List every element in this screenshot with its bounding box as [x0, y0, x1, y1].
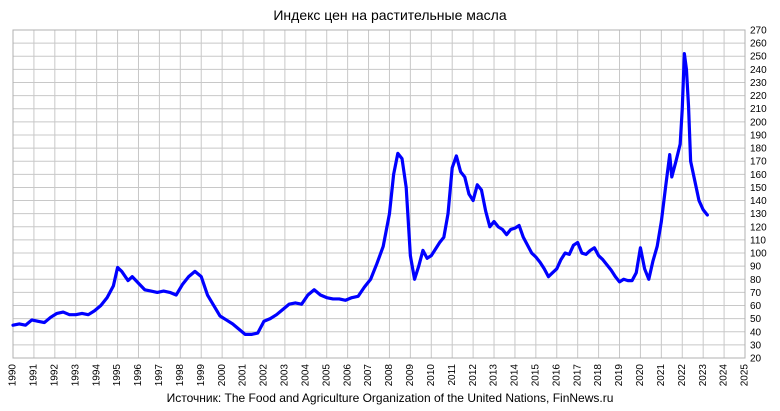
x-tick-label: 2024: [719, 364, 730, 387]
x-tick-label: 2010: [426, 364, 437, 387]
y-tick-label: 30: [750, 340, 762, 351]
x-tick-label: 2023: [698, 364, 709, 387]
y-tick-label: 230: [750, 78, 767, 89]
x-tick-label: 1998: [175, 364, 186, 387]
y-tick-label: 260: [750, 39, 767, 50]
y-tick-label: 110: [750, 235, 766, 246]
x-tick-label: 2012: [468, 364, 479, 387]
y-tick-label: 200: [750, 117, 767, 128]
y-tick-label: 140: [750, 196, 767, 207]
x-tick-label: 1993: [70, 364, 81, 387]
y-tick-label: 120: [750, 222, 767, 233]
y-tick-label: 220: [750, 91, 767, 102]
series-line-0: [11, 52, 709, 336]
y-tick-label: 160: [750, 170, 767, 181]
y-tick-label: 100: [750, 249, 767, 260]
y-tick-label: 250: [750, 52, 767, 63]
x-tick-label: 1999: [196, 364, 207, 387]
y-tick-label: 60: [750, 301, 762, 312]
y-tick-label: 240: [750, 65, 767, 76]
x-tick-label: 1990: [8, 364, 19, 387]
y-tick-label: 170: [750, 157, 767, 168]
y-tick-label: 70: [750, 288, 762, 299]
y-tick-label: 210: [750, 104, 767, 115]
x-tick-label: 2006: [342, 364, 353, 387]
x-tick-label: 1991: [29, 364, 40, 387]
x-tick-label: 1995: [112, 364, 123, 387]
x-axis-ticks: 1990 1991 1992 1993 1994 1995 1996 1997 1998 1999…: [8, 364, 751, 387]
y-tick-label: 270: [750, 26, 767, 37]
x-tick-label: 2003: [280, 364, 291, 387]
y-tick-label: 50: [750, 314, 762, 325]
x-tick-label: 1997: [154, 364, 165, 387]
x-tick-label: 2000: [217, 364, 228, 387]
x-tick-label: 2022: [677, 364, 688, 387]
x-tick-label: 2021: [656, 364, 667, 387]
x-tick-label: 2008: [384, 364, 395, 387]
x-tick-label: 1994: [91, 364, 102, 387]
x-tick-label: 2007: [363, 364, 374, 387]
x-tick-label: 2009: [405, 364, 416, 387]
x-tick-label: 2011: [447, 364, 458, 386]
x-tick-label: 2016: [551, 364, 562, 387]
x-tick-label: 2015: [530, 364, 541, 387]
x-tick-label: 2020: [635, 364, 646, 387]
x-tick-label: 2013: [489, 364, 500, 387]
y-tick-label: 150: [750, 183, 767, 194]
y-tick-label: 180: [750, 144, 767, 155]
y-tick-label: 80: [750, 275, 762, 286]
y-tick-label: 130: [750, 209, 767, 220]
chart-title: Индекс цен на растительные масла: [273, 7, 506, 23]
y-tick-label: 90: [750, 262, 762, 273]
chart-source: Источник: The Food and Agriculture Organ…: [167, 391, 614, 405]
plot-area: [12, 29, 746, 359]
y-axis-ticks: 20 30 40 50 60 70 80 90 100 110 120 130 140 150 160 170…: [750, 26, 767, 365]
y-tick-label: 20: [750, 354, 762, 365]
y-tick-label: 190: [750, 130, 767, 141]
x-tick-label: 2019: [614, 364, 625, 387]
x-tick-label: 1996: [133, 364, 144, 387]
y-tick-label: 40: [750, 327, 762, 338]
x-tick-label: 2004: [300, 364, 311, 387]
x-tick-label: 2017: [572, 364, 583, 387]
x-tick-label: 2005: [321, 364, 332, 387]
x-tick-label: 2018: [593, 364, 604, 387]
series-layer: [11, 52, 709, 336]
x-tick-label: 2014: [510, 364, 521, 387]
x-tick-label: 2001: [238, 364, 249, 387]
x-tick-label: 1992: [49, 364, 60, 387]
x-tick-label: 2025: [740, 364, 751, 387]
x-tick-label: 2002: [259, 364, 270, 387]
